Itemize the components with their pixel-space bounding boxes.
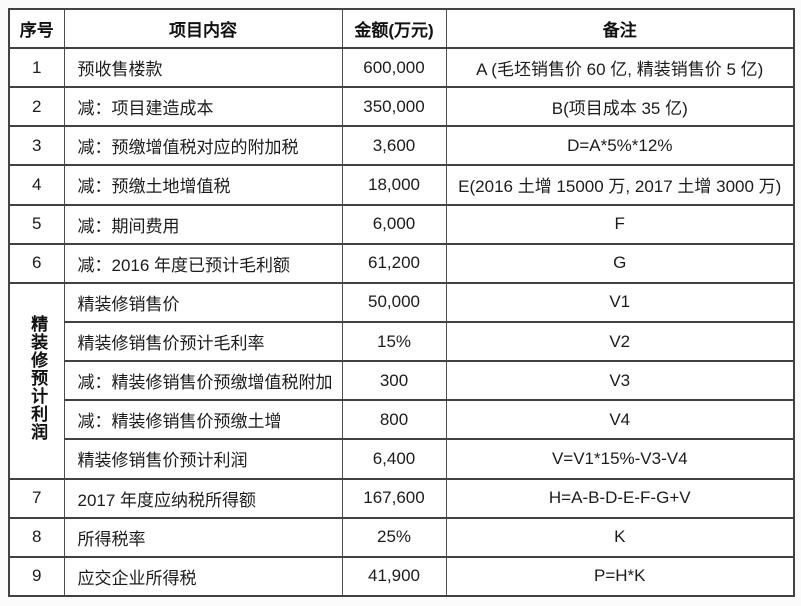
cell-item: 减：项目建造成本	[63, 86, 343, 128]
cell-note: D=A*5%*12%	[445, 125, 795, 167]
cell-note: V3	[445, 360, 795, 402]
cell-item: 应交企业所得税	[63, 555, 343, 598]
cell-amount: 350,000	[341, 86, 447, 128]
group-label-cell: 精装修预计利润	[8, 281, 65, 480]
table-row: 精装修预计利润 精装修销售价 50,000 V1	[8, 281, 795, 480]
table-row: 减：精装修销售价预缴土增 800 V4	[9, 399, 795, 441]
cell-note: K	[445, 516, 795, 558]
cell-no: 5	[8, 203, 65, 245]
cell-amount: 167,600	[341, 477, 447, 519]
cell-no: 4	[8, 164, 65, 206]
cell-item: 精装修销售价预计利润	[63, 438, 343, 480]
cell-amount: 41,900	[341, 555, 447, 598]
cell-amount: 6,400	[341, 438, 447, 480]
cell-note: B(项目成本 35 亿)	[445, 86, 795, 128]
header-row: 序号 项目内容 金额(万元) 备注	[8, 8, 795, 49]
table-row: 精装修销售价预计毛利率 15% V2	[9, 320, 795, 363]
cell-note: G	[445, 242, 795, 284]
cell-item: 2017 年度应纳税所得额	[63, 477, 343, 519]
cell-note: A (毛坯销售价 60 亿, 精装销售价 5 亿)	[445, 46, 795, 89]
cell-item: 减：精装修销售价预缴增值税附加	[63, 360, 343, 402]
cell-amount: 50,000	[341, 281, 447, 323]
cell-item: 减：期间费用	[63, 203, 343, 245]
table-row: 减：精装修销售价预缴增值税附加 300 V3	[9, 360, 795, 402]
cell-note: E(2016 土增 15000 万, 2017 土增 3000 万)	[445, 164, 795, 206]
col-header-amount: 金额(万元)	[341, 8, 447, 49]
cell-note: F	[445, 203, 795, 245]
cell-amount: 15%	[341, 320, 447, 363]
col-header-item: 项目内容	[63, 8, 343, 49]
cell-item: 所得税率	[63, 516, 343, 558]
cell-item: 减：精装修销售价预缴土增	[63, 399, 343, 441]
cell-no: 1	[8, 46, 65, 89]
table-row: 3 减：预缴增值税对应的附加税 3,600 D=A*5%*12%	[8, 125, 795, 167]
col-header-note: 备注	[445, 8, 795, 49]
cell-amount: 600,000	[341, 46, 447, 89]
cell-amount: 300	[341, 360, 447, 402]
table-row: 5 减：期间费用 6,000 F	[8, 203, 795, 245]
cell-item: 精装修销售价	[63, 281, 343, 323]
tax-calculation-table: 序号 项目内容 金额(万元) 备注 1 预收售楼款 600,000 A (毛坯销…	[8, 8, 795, 598]
cell-note: P=H*K	[445, 555, 795, 598]
table-row: 1 预收售楼款 600,000 A (毛坯销售价 60 亿, 精装销售价 5 亿…	[8, 46, 795, 89]
cell-no: 7	[8, 477, 65, 519]
cell-amount: 3,600	[341, 125, 447, 167]
cell-amount: 800	[341, 399, 447, 441]
table-row: 7 2017 年度应纳税所得额 167,600 H=A-B-D-E-F-G+V	[8, 477, 795, 519]
cell-no: 8	[8, 516, 65, 558]
table-row: 6 减：2016 年度已预计毛利额 61,200 G	[8, 242, 795, 284]
table-row: 精装修销售价预计利润 6,400 V=V1*15%-V3-V4	[9, 438, 795, 480]
table-row: 8 所得税率 25% K	[8, 516, 795, 558]
cell-item: 精装修销售价预计毛利率	[63, 320, 343, 363]
table-row: 4 减：预缴土地增值税 18,000 E(2016 土增 15000 万, 20…	[8, 164, 795, 206]
cell-amount: 6,000	[341, 203, 447, 245]
group-label-vertical-text: 精装修预计利润	[28, 315, 48, 442]
cell-item: 减：2016 年度已预计毛利额	[63, 242, 343, 284]
cell-no: 3	[8, 125, 65, 167]
cell-note: H=A-B-D-E-F-G+V	[445, 477, 795, 519]
cell-note: V=V1*15%-V3-V4	[445, 438, 795, 480]
table-row: 2 减：项目建造成本 350,000 B(项目成本 35 亿)	[8, 86, 795, 128]
cell-note: V4	[445, 399, 795, 441]
cell-no: 6	[8, 242, 65, 284]
cell-no: 9	[8, 555, 65, 598]
cell-amount: 61,200	[341, 242, 447, 284]
cell-no: 2	[8, 86, 65, 128]
col-header-no: 序号	[8, 8, 65, 49]
cell-amount: 18,000	[341, 164, 447, 206]
cell-note: V2	[445, 320, 795, 363]
cell-amount: 25%	[341, 516, 447, 558]
cell-item: 减：预缴土地增值税	[63, 164, 343, 206]
table-row: 9 应交企业所得税 41,900 P=H*K	[8, 555, 795, 598]
cell-item: 减：预缴增值税对应的附加税	[63, 125, 343, 167]
cell-item: 预收售楼款	[63, 46, 343, 89]
cell-note: V1	[445, 281, 795, 323]
